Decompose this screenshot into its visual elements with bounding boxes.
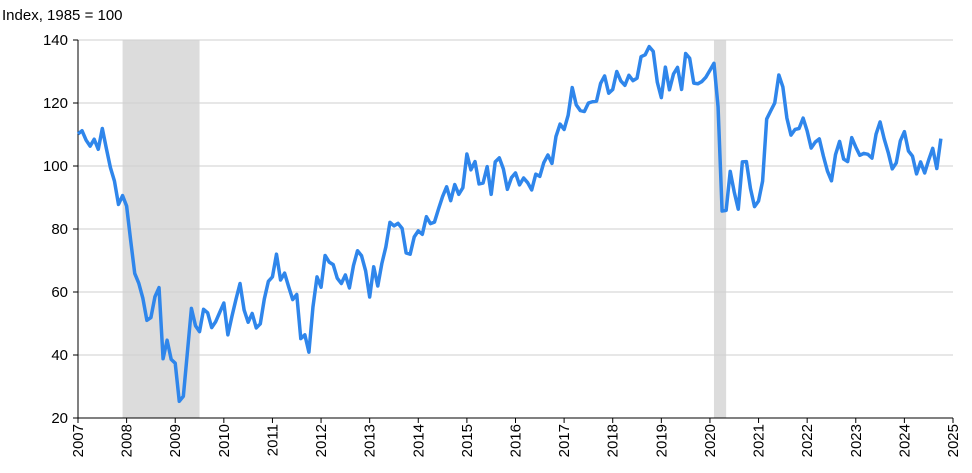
x-tick-label: 2015 [459,424,476,457]
x-tick-label: 2019 [653,424,670,457]
y-tick-label: 40 [51,347,68,364]
y-tick-label: 120 [43,95,68,112]
x-tick-label: 2010 [216,424,233,457]
data-line [76,44,943,404]
x-tick-label: 2013 [362,424,379,457]
x-tick-label: 2007 [70,424,87,457]
x-tick-label: 2011 [264,424,281,456]
y-tick-label: 60 [51,284,68,301]
y-tick-label: 100 [43,158,68,175]
x-tick-label: 2009 [167,424,184,457]
x-tick-label: 2014 [410,424,427,457]
x-tick-label: 2012 [313,424,330,457]
x-tick-label: 2016 [508,424,525,457]
x-tick-label: 2024 [896,424,913,457]
x-tick-label: 2022 [799,424,816,457]
x-tick-label: 2023 [848,424,865,457]
y-axis-label: Index, 1985 = 100 [2,7,123,24]
y-tick-label: 140 [43,32,68,49]
x-tick-label: 2021 [751,424,768,457]
x-tick-label: 2017 [556,424,573,457]
x-tick-label: 2025 [945,424,962,457]
x-tick-label: 2020 [702,424,719,457]
x-tick-label: 2018 [605,424,622,457]
y-tick-label: 80 [51,221,68,238]
x-tick-label: 2008 [119,424,136,457]
y-tick-label: 20 [51,410,68,427]
